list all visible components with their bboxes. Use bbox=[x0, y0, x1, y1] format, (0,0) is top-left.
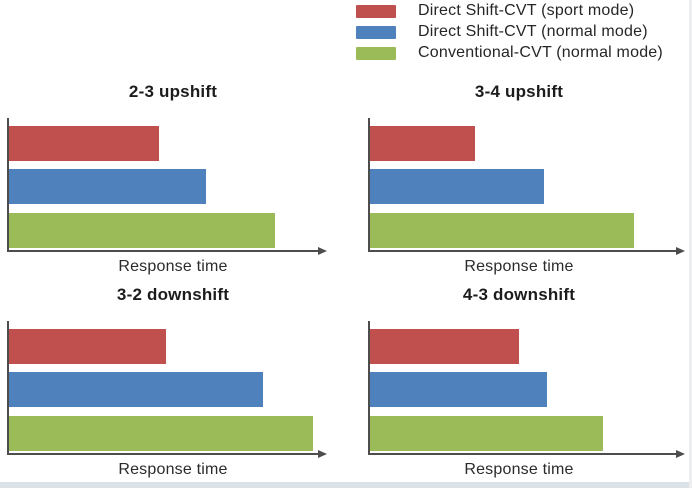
x-axis-line bbox=[7, 250, 320, 252]
photo-edge-bottom bbox=[0, 482, 692, 488]
bar-conventional-cvt bbox=[370, 213, 634, 248]
panel-title: 2-3 upshift bbox=[128, 82, 218, 101]
y-axis-line bbox=[7, 118, 9, 252]
legend-item-conventional: Conventional-CVT (normal mode) bbox=[356, 44, 663, 61]
y-axis-line bbox=[368, 118, 370, 252]
y-axis-line bbox=[368, 321, 370, 455]
x-axis-arrow-icon bbox=[676, 450, 685, 458]
panel-4-3-downshift: 4-3 downshift Response time bbox=[346, 281, 692, 483]
x-axis-label: Response time bbox=[464, 258, 574, 275]
y-axis-line bbox=[7, 321, 9, 455]
bar-conventional-cvt bbox=[9, 213, 276, 248]
legend-item-sport: Direct Shift-CVT (sport mode) bbox=[356, 2, 663, 19]
x-axis-label: Response time bbox=[118, 461, 228, 478]
legend-swatch-blue bbox=[356, 25, 396, 39]
legend-item-normal: Direct Shift-CVT (normal mode) bbox=[356, 23, 663, 40]
x-axis-label: Response time bbox=[464, 461, 574, 478]
legend-swatch-green bbox=[356, 46, 396, 60]
bar-direct-shift-cvt-sport bbox=[370, 126, 476, 161]
x-axis-arrow-icon bbox=[318, 247, 327, 255]
bar-direct-shift-cvt-sport bbox=[9, 329, 166, 364]
legend-label: Conventional-CVT (normal mode) bbox=[418, 44, 663, 61]
x-axis-line bbox=[368, 453, 678, 455]
bar-conventional-cvt bbox=[370, 416, 603, 451]
panel-3-4-upshift: 3-4 upshift Response time bbox=[346, 78, 692, 280]
panel-title: 3-2 downshift bbox=[116, 285, 230, 304]
photo-edge-right bbox=[689, 0, 692, 488]
x-axis-line bbox=[7, 453, 320, 455]
bar-conventional-cvt bbox=[9, 416, 313, 451]
plot-area bbox=[7, 118, 327, 255]
panel-title: 4-3 downshift bbox=[462, 285, 576, 304]
legend-label: Direct Shift-CVT (sport mode) bbox=[418, 2, 635, 19]
x-axis-arrow-icon bbox=[318, 450, 327, 458]
bar-direct-shift-cvt-normal bbox=[370, 372, 547, 407]
bar-direct-shift-cvt-normal bbox=[370, 169, 544, 204]
legend: Direct Shift-CVT (sport mode) Direct Shi… bbox=[356, 2, 663, 67]
panel-2-3-upshift: 2-3 upshift Response time bbox=[0, 78, 346, 280]
plot-area bbox=[368, 118, 685, 255]
x-axis-arrow-icon bbox=[676, 247, 685, 255]
legend-label: Direct Shift-CVT (normal mode) bbox=[418, 23, 648, 40]
plot-area bbox=[7, 321, 327, 458]
bar-direct-shift-cvt-sport bbox=[9, 126, 160, 161]
bar-direct-shift-cvt-normal bbox=[9, 372, 263, 407]
plot-area bbox=[368, 321, 685, 458]
legend-swatch-red bbox=[356, 4, 396, 18]
x-axis-line bbox=[368, 250, 678, 252]
bar-direct-shift-cvt-sport bbox=[370, 329, 519, 364]
panel-title: 3-4 upshift bbox=[474, 82, 564, 101]
panel-3-2-downshift: 3-2 downshift Response time bbox=[0, 281, 346, 483]
bar-direct-shift-cvt-normal bbox=[9, 169, 207, 204]
x-axis-label: Response time bbox=[118, 258, 228, 275]
